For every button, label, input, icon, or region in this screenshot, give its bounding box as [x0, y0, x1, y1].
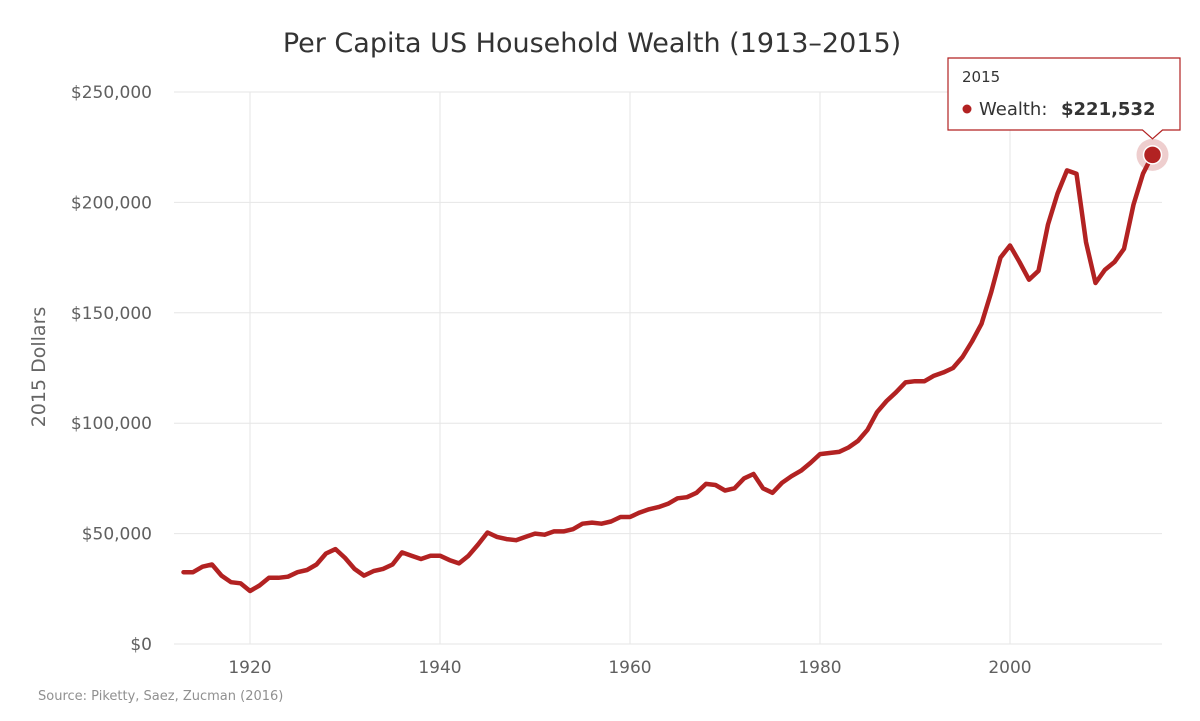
source-credit: Source: Piketty, Saez, Zucman (2016): [38, 689, 283, 704]
tooltip-value: $221,532: [1061, 99, 1156, 120]
tooltip-label: Wealth:: [979, 99, 1047, 120]
wealth-series-line: [181, 152, 1155, 594]
y-tick-label: $0: [130, 635, 152, 655]
tooltip-box: [947, 57, 1181, 140]
x-tick-label: 1980: [798, 658, 841, 678]
hover-layer: [1136, 138, 1169, 171]
tooltip-series-bullet: [962, 104, 972, 114]
tooltip: 2015 Wealth: $221,532: [947, 57, 1181, 140]
y-tick-label: $250,000: [71, 83, 152, 103]
y-tick-label: $200,000: [71, 193, 152, 213]
grid-lines: [174, 91, 1162, 645]
x-tick-label: 1960: [608, 658, 651, 678]
y-tick-label: $50,000: [82, 525, 152, 545]
y-axis-title: 2015 Dollars: [28, 307, 50, 428]
hovered-data-point[interactable]: [1142, 145, 1163, 165]
tooltip-year: 2015: [962, 68, 1000, 86]
series-layer: [181, 152, 1155, 594]
y-tick-label: $150,000: [71, 304, 152, 324]
y-axis-tick-labels: $0 $50,000 $100,000 $150,000 $200,000 $250,00…: [71, 83, 152, 655]
x-tick-label: 1940: [418, 658, 461, 678]
x-tick-label: 2000: [988, 658, 1031, 678]
x-axis-tick-labels: 1920 1940 1960 1980 2000: [228, 658, 1031, 678]
chart-title: Per Capita US Household Wealth (1913–201…: [283, 28, 901, 59]
y-tick-label: $100,000: [71, 414, 152, 434]
x-tick-label: 1920: [228, 658, 271, 678]
